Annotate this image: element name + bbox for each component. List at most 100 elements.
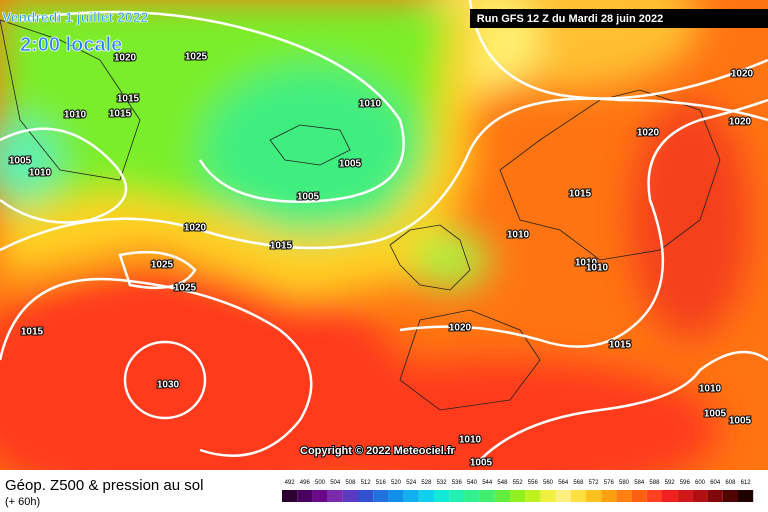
legend-swatch	[479, 490, 495, 502]
legend-swatch	[662, 490, 678, 502]
legend-label: 584	[634, 480, 645, 486]
legend-label: 576	[604, 480, 615, 486]
isobar-label: 1025	[151, 260, 174, 271]
legend-label: 508	[345, 480, 356, 486]
legend-swatch	[418, 490, 434, 502]
legend-swatch	[312, 490, 328, 502]
legend-label: 568	[573, 480, 584, 486]
footer-lead: (+ 60h)	[5, 496, 40, 508]
legend-label: 492	[285, 480, 296, 486]
legend-label: 588	[649, 480, 660, 486]
legend-swatch	[646, 490, 662, 502]
isobar-label: 1020	[449, 323, 472, 334]
legend-label: 612	[741, 480, 752, 486]
legend-label: 552	[513, 480, 524, 486]
footer-title: Géop. Z500 & pression au sol	[5, 477, 203, 494]
legend-swatch	[570, 490, 586, 502]
legend-swatch	[555, 490, 571, 502]
isobar-label: 1020	[114, 53, 137, 64]
legend-swatch	[616, 490, 632, 502]
legend-swatch	[722, 490, 738, 502]
legend-label: 512	[361, 480, 372, 486]
legend-swatch	[342, 490, 358, 502]
legend-label: 580	[619, 480, 630, 486]
legend-swatch	[449, 490, 465, 502]
isobar-label: 1025	[185, 52, 208, 63]
isobar-label: 1015	[21, 327, 44, 338]
legend: 492 496 500 504 508 512 516 520 524 528 532 536 540 5…	[282, 480, 754, 502]
legend-label: 544	[482, 480, 493, 486]
isobar-label: 1030	[157, 380, 180, 391]
legend-label: 516	[376, 480, 387, 486]
legend-swatch	[707, 490, 723, 502]
legend-swatch	[388, 490, 404, 502]
legend-label: 556	[528, 480, 539, 486]
legend-swatch	[373, 490, 389, 502]
legend-swatch	[282, 490, 298, 502]
legend-label: 504	[330, 480, 341, 486]
isobar-label: 1015	[109, 109, 132, 120]
isobar-label: 1005	[704, 409, 727, 420]
legend-label: 520	[391, 480, 402, 486]
legend-label: 608	[725, 480, 736, 486]
isobar-label: 1010	[575, 258, 598, 269]
legend-label: 560	[543, 480, 554, 486]
isobar-label: 1020	[731, 69, 754, 80]
isobar-label: 1010	[29, 168, 52, 179]
legend-label: 532	[437, 480, 448, 486]
time-label: 2:00 locale	[20, 34, 122, 56]
legend-swatch	[586, 490, 602, 502]
legend-swatch	[403, 490, 419, 502]
legend-label: 592	[665, 480, 676, 486]
isobar-label: 1020	[637, 128, 660, 139]
isobar-label: 1010	[586, 263, 609, 274]
legend-swatch	[510, 490, 526, 502]
legend-label: 536	[452, 480, 463, 486]
copyright: Copyright © 2022 Meteociel.fr	[300, 445, 456, 457]
legend-swatch	[494, 490, 510, 502]
isobar-label: 1015	[117, 94, 140, 105]
isobar-label: 1005	[729, 416, 752, 427]
date-label: Vendredi 1 juillet 2022	[2, 9, 149, 25]
legend-swatch	[738, 490, 754, 502]
legend-swatch	[358, 490, 374, 502]
legend-label: 564	[558, 480, 569, 486]
isobar-label: 1015	[270, 241, 293, 252]
isobar-label: 1020	[184, 223, 207, 234]
isobar-label: 1020	[729, 117, 752, 128]
isobar-label: 1025	[174, 283, 197, 294]
legend-label: 596	[680, 480, 691, 486]
legend-swatch	[692, 490, 708, 502]
legend-label: 540	[467, 480, 478, 486]
legend-swatch	[464, 490, 480, 502]
isobar-label: 1015	[609, 340, 632, 351]
isobar-label: 1005	[339, 159, 362, 170]
isobar-label: 1005	[470, 458, 493, 469]
legend-swatch	[677, 490, 693, 502]
isobar-label: 1015	[569, 189, 592, 200]
legend-label: 600	[695, 480, 706, 486]
isobar-label: 1010	[507, 230, 530, 241]
isobar-label: 1010	[699, 384, 722, 395]
legend-label: 548	[497, 480, 508, 486]
isobar-label: 1010	[64, 110, 87, 121]
legend-swatch	[327, 490, 343, 502]
legend-label: 500	[315, 480, 326, 486]
legend-label: 528	[421, 480, 432, 486]
legend-swatch	[434, 490, 450, 502]
legend-label: 524	[406, 480, 417, 486]
legend-label: 604	[710, 480, 721, 486]
legend-swatch	[601, 490, 617, 502]
isobar-label: 1005	[297, 192, 320, 203]
run-box	[470, 9, 768, 28]
legend-swatch	[525, 490, 541, 502]
isobar-label: 1010	[359, 99, 382, 110]
legend-label: 496	[300, 480, 311, 486]
legend-swatch	[540, 490, 556, 502]
run-label: Run GFS 12 Z du Mardi 28 juin 2022	[477, 13, 663, 25]
legend-swatch	[297, 490, 313, 502]
legend-label: 572	[589, 480, 600, 486]
